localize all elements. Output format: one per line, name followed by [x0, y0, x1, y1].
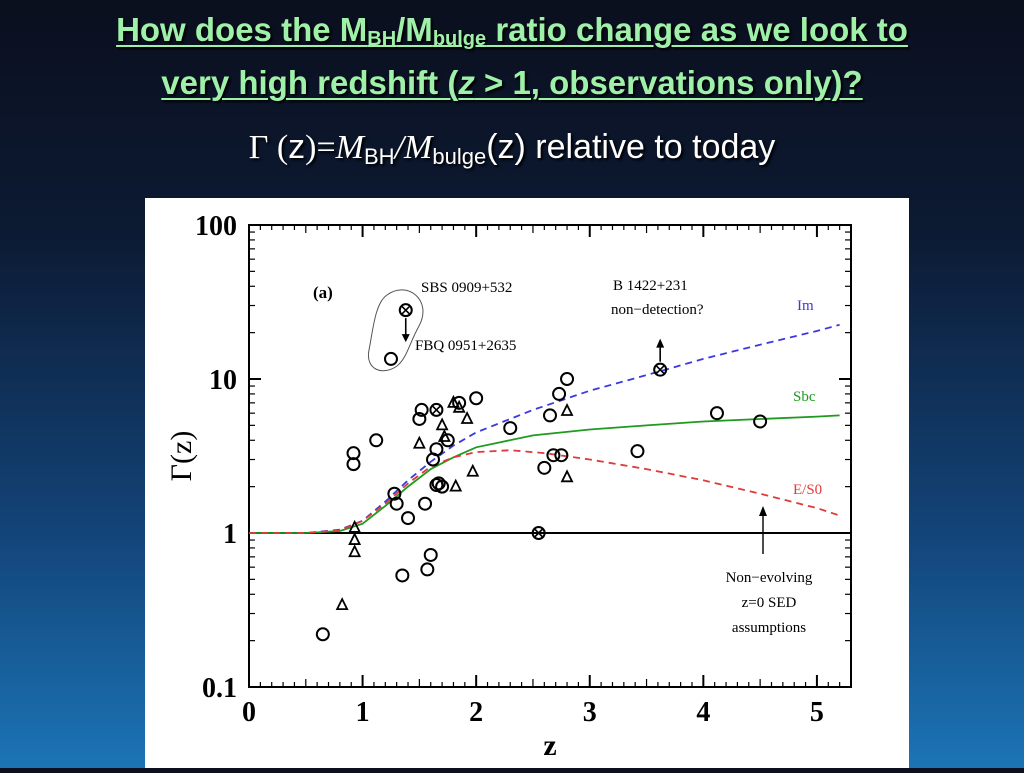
data-point-circle [709, 406, 724, 421]
data-point-circle [383, 351, 398, 366]
panel-label: (a) [313, 283, 333, 302]
data-point-cross [431, 405, 441, 415]
data-point-crossed-circle [531, 526, 546, 540]
annotation-z0-sed: z=0 SED [742, 595, 797, 611]
data-point-circle [560, 372, 575, 386]
data-point-triangle [437, 429, 451, 442]
data-point-crossed-circle [653, 362, 668, 377]
y-tick-label: 100 [195, 211, 237, 242]
data-point-circle [753, 414, 768, 429]
x-tick-label: 2 [469, 697, 483, 728]
data-point-circle [395, 568, 410, 583]
data-point-triangle [452, 399, 466, 413]
x-tick-label: 0 [242, 697, 256, 728]
data-point-crossed-circle [429, 402, 444, 417]
data-point-circle [429, 477, 444, 492]
annotation-fbq: FBQ 0951+2635 [415, 338, 516, 354]
data-point-circle [412, 411, 427, 426]
data-point-circle [469, 391, 484, 406]
data-point-circle [630, 444, 645, 459]
data-point-triangle [449, 478, 463, 492]
data-point-circle [346, 457, 361, 472]
data-point-circle [389, 496, 404, 511]
data-point-triangle [348, 532, 362, 545]
curve-im [249, 323, 840, 534]
data-point-circle [554, 448, 569, 463]
data-point-crossed-circle [398, 303, 413, 318]
data-point-circle [543, 408, 557, 423]
annotation-non-detection: non−detection? [611, 302, 704, 318]
data-point-triangle [435, 417, 449, 431]
data-point-triangle [446, 394, 460, 408]
y-tick-label: 10 [209, 365, 237, 396]
data-point-cross [401, 305, 411, 315]
data-point-triangle [466, 463, 480, 477]
data-point-triangle [560, 469, 574, 483]
data-point-circle [552, 386, 567, 401]
x-tick-label: 3 [583, 697, 597, 728]
y-axis-label: Γ(z) [165, 431, 198, 482]
data-point-circle [369, 433, 384, 448]
data-point-circle [387, 486, 402, 501]
b1422-arrow-head [656, 338, 665, 348]
non-evolving-arrow-head [759, 506, 767, 516]
data-point-triangle [335, 597, 349, 611]
label-sbc: Sbc [793, 389, 816, 405]
annotation-b1422: B 1422+231 [613, 278, 688, 294]
gamma-redshift-chart: 0 1 2 3 4 5 0.1 1 10 100 z Γ(z) (a) SBS 0909+532 FBQ 0… [165, 211, 852, 762]
label-im: Im [797, 298, 814, 314]
data-point-circle [452, 395, 467, 410]
annotation-sbs: SBS 0909+532 [421, 280, 512, 296]
data-point-circle [346, 446, 361, 461]
data-point-triangle [560, 402, 574, 416]
data-point-circle [503, 421, 518, 436]
sbs-arrow-head [401, 334, 410, 343]
data-point-circle [429, 442, 444, 457]
lensed-quasar-outline [367, 289, 424, 372]
x-tick-label: 5 [810, 697, 824, 728]
x-tick-label: 1 [356, 697, 370, 728]
data-point-triangle [348, 544, 362, 558]
data-point-circle [431, 476, 446, 491]
data-point-circle [537, 460, 552, 475]
data-point-triangle [460, 410, 474, 424]
annotation-assumptions: assumptions [732, 620, 806, 636]
slide-title: How does the MBH/Mbulge ratio change as … [116, 11, 908, 101]
plot-frame [248, 224, 852, 688]
y-tick-label: 0.1 [202, 673, 237, 704]
data-point-cross [534, 528, 544, 538]
data-point-circle [420, 562, 435, 577]
data-point-triangle [348, 519, 362, 533]
y-tick-label: 1 [223, 519, 237, 550]
chart-panel: 0 1 2 3 4 5 0.1 1 10 100 z Γ(z) (a) SBS 0909+532 FBQ 0… [145, 198, 909, 768]
data-point-circle [414, 402, 429, 417]
data-point-cross [655, 365, 665, 375]
data-point-circle [435, 479, 450, 494]
data-point-circle [401, 511, 416, 526]
x-axis-label: z [543, 729, 556, 762]
data-point-circle [315, 627, 330, 642]
annotation-non-evolving: Non−evolving [726, 570, 813, 586]
data-point-triangle [412, 435, 426, 449]
x-tick-label: 4 [696, 697, 710, 728]
data-point-circle [423, 547, 438, 562]
data-point-circle [546, 448, 561, 463]
label-es0: E/S0 [793, 482, 822, 498]
data-point-circle [418, 496, 433, 511]
slide-subtitle: Γ (z)=MBH/Mbulge(z) relative to today [248, 128, 776, 169]
